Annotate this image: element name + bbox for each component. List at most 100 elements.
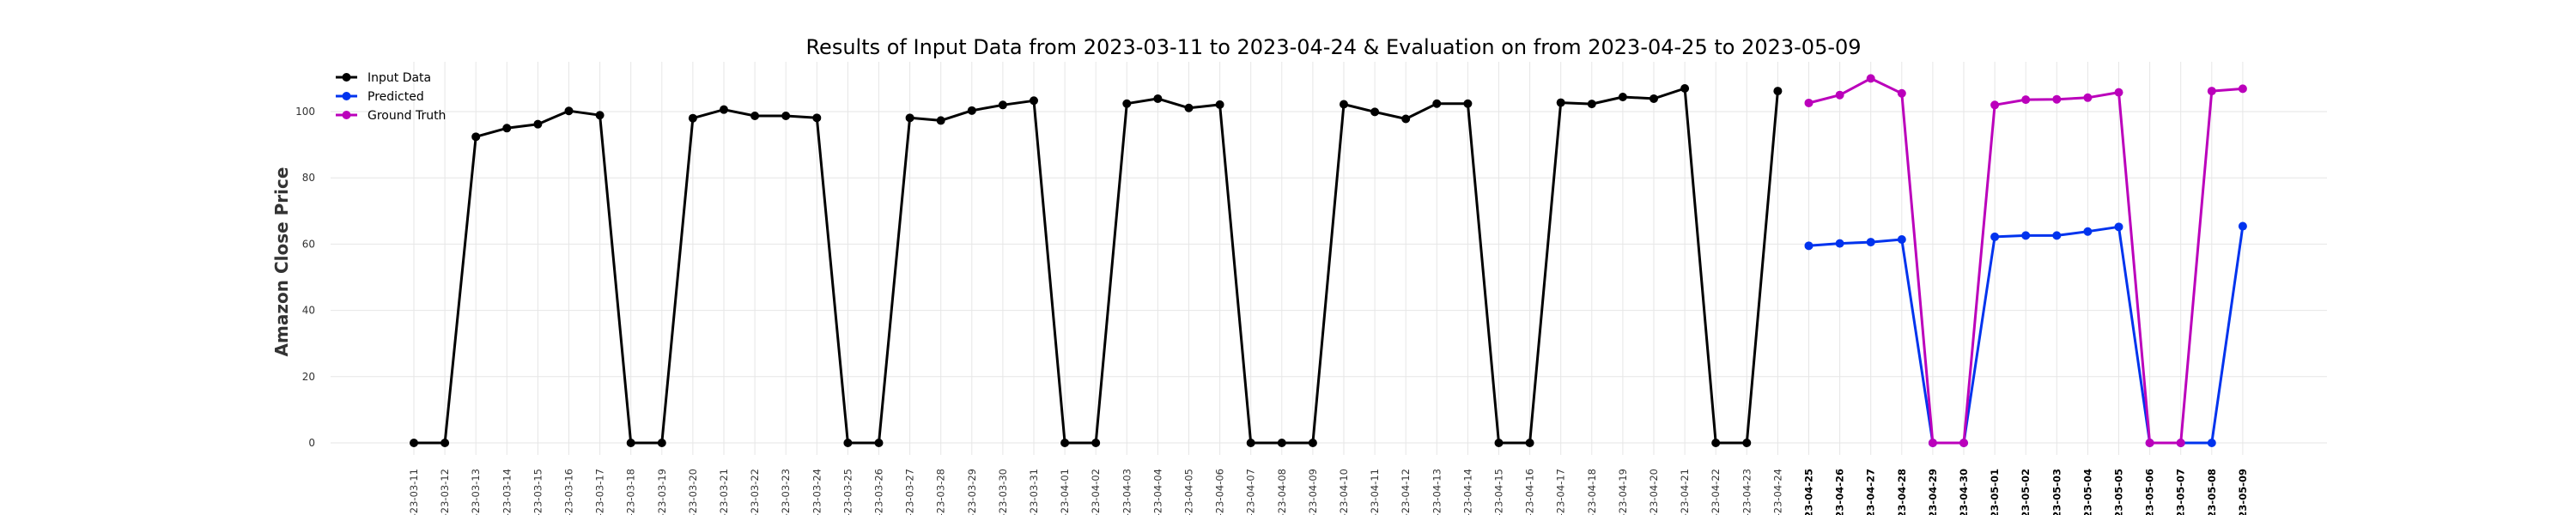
x-tick-label: -23-04-10 — [1338, 469, 1350, 515]
data-point — [1835, 90, 1844, 100]
data-point — [1587, 100, 1596, 109]
data-point — [1866, 74, 1875, 83]
x-tick-label: -23-03-15 — [532, 469, 544, 515]
data-point — [533, 119, 543, 129]
x-tick-label: -23-04-15 — [1493, 469, 1505, 515]
x-tick-label: -23-04-12 — [1400, 469, 1412, 515]
data-point — [812, 113, 822, 123]
chart-title: Results of Input Data from 2023-03-11 to… — [805, 35, 1861, 59]
data-point — [410, 439, 418, 447]
y-tick-label: 20 — [302, 371, 315, 383]
x-tick-label: -23-04-24 — [1771, 469, 1783, 515]
data-point — [626, 439, 635, 447]
data-point — [1618, 93, 1627, 102]
data-point — [905, 113, 914, 123]
data-point — [2052, 94, 2062, 104]
data-point — [657, 439, 666, 447]
x-tick-label: -23-05-03 — [2050, 469, 2063, 515]
x-tick-label: -23-04-30 — [1958, 469, 1970, 515]
data-point — [2021, 231, 2031, 240]
x-tick-label: -23-04-27 — [1865, 469, 1877, 515]
y-tick-label: 60 — [302, 238, 315, 250]
data-point — [1990, 100, 2000, 110]
x-tick-label: -23-03-30 — [997, 469, 1009, 515]
x-tick-label: -23-05-01 — [1989, 469, 2001, 515]
data-point — [1432, 99, 1442, 108]
data-point — [1897, 234, 1906, 244]
y-axis-label: Amazon Close Price — [271, 167, 292, 357]
x-tick-label: -23-03-14 — [501, 469, 513, 515]
legend-marker — [342, 111, 351, 119]
data-point — [2083, 93, 2093, 102]
x-tick-label: -23-05-08 — [2206, 469, 2218, 515]
x-tick-label: -23-04-07 — [1245, 469, 1257, 515]
legend: Input Data Predicted Ground Truth — [336, 71, 446, 123]
x-ticks: -23-03-11 -23-03-12 -23-03-13 -23-03-14 -23-… — [408, 469, 2249, 515]
series-input-data — [410, 83, 1783, 447]
x-tick-label: -23-04-29 — [1927, 469, 1939, 515]
data-point — [1463, 99, 1473, 108]
data-point — [1401, 114, 1411, 124]
x-tick-label: -23-04-04 — [1151, 469, 1163, 515]
data-point — [1959, 439, 1968, 447]
x-tick-label: -23-03-16 — [563, 469, 575, 515]
data-point — [1246, 439, 1255, 447]
x-tick-label: -23-03-12 — [439, 469, 451, 515]
data-point — [1525, 439, 1534, 447]
x-tick-label: -23-04-23 — [1741, 469, 1753, 515]
data-point — [1804, 98, 1814, 107]
data-point — [2176, 439, 2185, 447]
data-point — [1122, 99, 1132, 108]
x-tick-label: -23-04-03 — [1121, 469, 1133, 515]
x-tick-label: -23-05-02 — [2020, 469, 2032, 515]
x-tick-label: -23-05-04 — [2081, 469, 2093, 515]
x-tick-label: -23-05-05 — [2113, 469, 2125, 515]
x-tick-label: -23-03-21 — [718, 469, 730, 515]
x-tick-label: -23-03-20 — [687, 469, 699, 515]
x-tick-label: -23-04-26 — [1834, 469, 1846, 515]
y-tick-label: 80 — [302, 172, 315, 184]
data-point — [1370, 107, 1380, 117]
data-point — [967, 106, 976, 115]
data-point — [843, 439, 853, 447]
data-point — [1990, 232, 2000, 241]
data-point — [874, 439, 884, 447]
x-tick-label: -23-05-07 — [2175, 469, 2187, 515]
x-tick-label: -23-04-18 — [1586, 469, 1598, 515]
data-point — [720, 105, 728, 114]
x-tick-label: -23-04-16 — [1524, 469, 1536, 515]
data-point — [1804, 241, 1814, 251]
data-point — [1866, 238, 1875, 247]
x-tick-label: -23-04-08 — [1276, 469, 1288, 515]
x-tick-label: -23-03-27 — [904, 469, 916, 515]
y-tick-label: 0 — [308, 437, 315, 449]
x-tick-label: -23-03-13 — [470, 469, 482, 515]
x-tick-label: -23-04-19 — [1617, 469, 1629, 515]
data-point — [998, 100, 1007, 110]
x-tick-label: -23-03-22 — [749, 469, 761, 515]
x-tick-label: -23-03-26 — [873, 469, 885, 515]
data-point — [781, 112, 791, 121]
data-point — [1277, 439, 1286, 447]
x-tick-label: -23-03-19 — [656, 469, 668, 515]
legend-label: Ground Truth — [368, 109, 446, 123]
series — [410, 74, 2247, 447]
data-point — [564, 106, 574, 116]
data-point — [502, 124, 512, 133]
series-ground-truth — [1804, 74, 2247, 447]
x-tick-label: -23-05-09 — [2237, 469, 2249, 515]
data-point — [2207, 87, 2216, 96]
legend-label: Input Data — [368, 71, 431, 85]
y-ticks: 0 20 40 60 80 100 — [295, 106, 315, 449]
data-point — [2238, 221, 2247, 231]
data-point — [1060, 439, 1070, 447]
data-point — [936, 116, 945, 125]
x-tick-label: -23-03-18 — [625, 469, 637, 515]
data-point — [1711, 439, 1721, 447]
data-point — [2114, 222, 2123, 232]
x-tick-label: -23-03-29 — [966, 469, 978, 515]
data-point — [595, 111, 605, 120]
x-tick-label: -23-04-20 — [1648, 469, 1660, 515]
x-tick-label: -23-04-06 — [1214, 469, 1226, 515]
data-point — [1897, 88, 1906, 98]
